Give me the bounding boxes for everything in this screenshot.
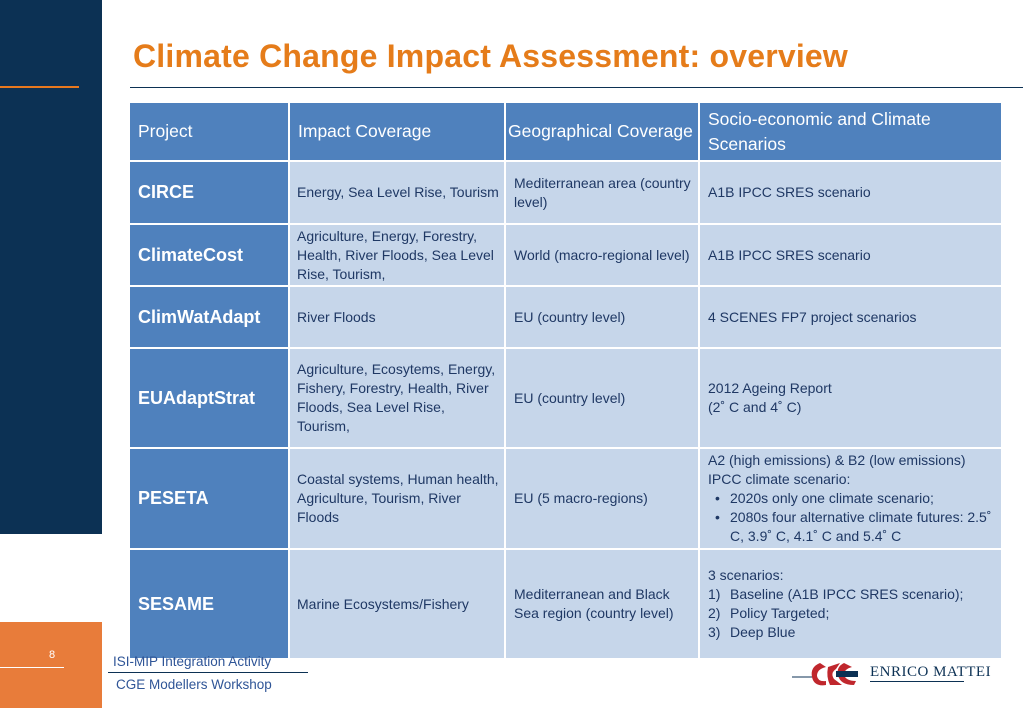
- impact-cell: Agriculture, Ecosytems, Energy, Fishery,…: [288, 347, 506, 449]
- geo-cell: EU (5 macro-regions): [504, 447, 700, 550]
- scenario-bullet: 2080s four alternative climate futures: …: [715, 508, 997, 546]
- scenario-cell: 3 scenarios: 1) Baseline (A1B IPCC SRES s…: [698, 548, 1003, 660]
- list-number: 2): [708, 605, 721, 621]
- feem-logo-icon: [792, 663, 858, 686]
- table-row: ClimateCost Agriculture, Energy, Forestr…: [128, 223, 1003, 287]
- scenario-intro: A2 (high emissions) & B2 (low emissions)…: [708, 452, 966, 487]
- scenario-cell: 2012 Ageing Report (2˚ C and 4˚ C): [698, 347, 1003, 449]
- footer-rule: [108, 672, 308, 673]
- geo-cell: Mediterranean area (country level): [504, 160, 700, 225]
- table-row: CIRCE Energy, Sea Level Rise, Tourism Me…: [128, 160, 1003, 225]
- impact-cell: Coastal systems, Human health, Agricultu…: [288, 447, 506, 550]
- orange-footer-block: [0, 622, 102, 708]
- impact-cell: Energy, Sea Level Rise, Tourism: [288, 160, 506, 225]
- title-rule: [130, 87, 1023, 88]
- page-number: 8: [49, 649, 56, 661]
- scenario-list-item: 3) Deep Blue: [708, 623, 997, 642]
- scenario-list-item: 1) Baseline (A1B IPCC SRES scenario);: [708, 585, 997, 604]
- header-scenarios: Socio-economic and Climate Scenarios: [698, 101, 1003, 162]
- project-name: ClimateCost: [128, 223, 290, 287]
- scenario-cell: A1B IPCC SRES scenario: [698, 223, 1003, 287]
- scenario-line: 2012 Ageing Report: [708, 380, 832, 396]
- table-row: PESETA Coastal systems, Human health, Ag…: [128, 447, 1003, 550]
- project-name: CIRCE: [128, 160, 290, 225]
- scenario-numbered-list: 1) Baseline (A1B IPCC SRES scenario); 2) P…: [708, 585, 997, 642]
- table-row: ClimWatAdapt River Floods EU (country le…: [128, 285, 1003, 349]
- list-number: 3): [708, 624, 721, 640]
- scenario-cell: A1B IPCC SRES scenario: [698, 160, 1003, 225]
- list-text: Policy Targeted;: [730, 605, 830, 621]
- slide-title: Climate Change Impact Assessment: overvi…: [133, 38, 849, 74]
- overview-table: Project Impact Coverage Geographical Cov…: [128, 101, 1003, 660]
- left-accent-line: [0, 86, 79, 88]
- table-header-row: Project Impact Coverage Geographical Cov…: [128, 101, 1003, 162]
- table-row: EUAdaptStrat Agriculture, Ecosytems, Ene…: [128, 347, 1003, 449]
- scenario-list-item: 2) Policy Targeted;: [708, 604, 997, 623]
- impact-cell: River Floods: [288, 285, 506, 349]
- scenario-cell: A2 (high emissions) & B2 (low emissions)…: [698, 447, 1003, 550]
- left-navy-bar: [0, 0, 102, 534]
- header-geographical-coverage: Geographical Coverage: [504, 101, 700, 162]
- header-impact-coverage: Impact Coverage: [288, 101, 506, 162]
- impact-cell: Agriculture, Energy, Forestry, Health, R…: [288, 223, 506, 287]
- list-text: Deep Blue: [730, 624, 796, 640]
- scenario-bullet: 2020s only one climate scenario;: [715, 489, 997, 508]
- logo-underline: [870, 681, 964, 682]
- geo-cell: EU (country level): [504, 285, 700, 349]
- list-number: 1): [708, 586, 721, 602]
- project-name: EUAdaptStrat: [128, 347, 290, 449]
- scenario-intro: 3 scenarios:: [708, 567, 784, 583]
- geo-cell: World (macro-regional level): [504, 223, 700, 287]
- list-text: Baseline (A1B IPCC SRES scenario);: [730, 586, 964, 602]
- project-name: ClimWatAdapt: [128, 285, 290, 349]
- geo-cell: EU (country level): [504, 347, 700, 449]
- logo-wordmark: ENRICO MATTEI: [870, 664, 992, 680]
- table-row: SESAME Marine Ecosystems/Fishery Mediter…: [128, 548, 1003, 660]
- page-number-rule: [0, 667, 64, 668]
- impact-cell: Marine Ecosystems/Fishery: [288, 548, 506, 660]
- project-name: SESAME: [128, 548, 290, 660]
- footer-workshop-name: CGE Modellers Workshop: [116, 677, 272, 692]
- geo-cell: Mediterranean and Black Sea region (coun…: [504, 548, 700, 660]
- footer-event-name: ISI-MIP Integration Activity: [113, 654, 272, 669]
- header-project: Project: [128, 101, 290, 162]
- scenario-line: (2˚ C and 4˚ C): [708, 399, 802, 415]
- scenario-cell: 4 SCENES FP7 project scenarios: [698, 285, 1003, 349]
- scenario-bullet-list: 2020s only one climate scenario; 2080s f…: [708, 489, 997, 546]
- project-name: PESETA: [128, 447, 290, 550]
